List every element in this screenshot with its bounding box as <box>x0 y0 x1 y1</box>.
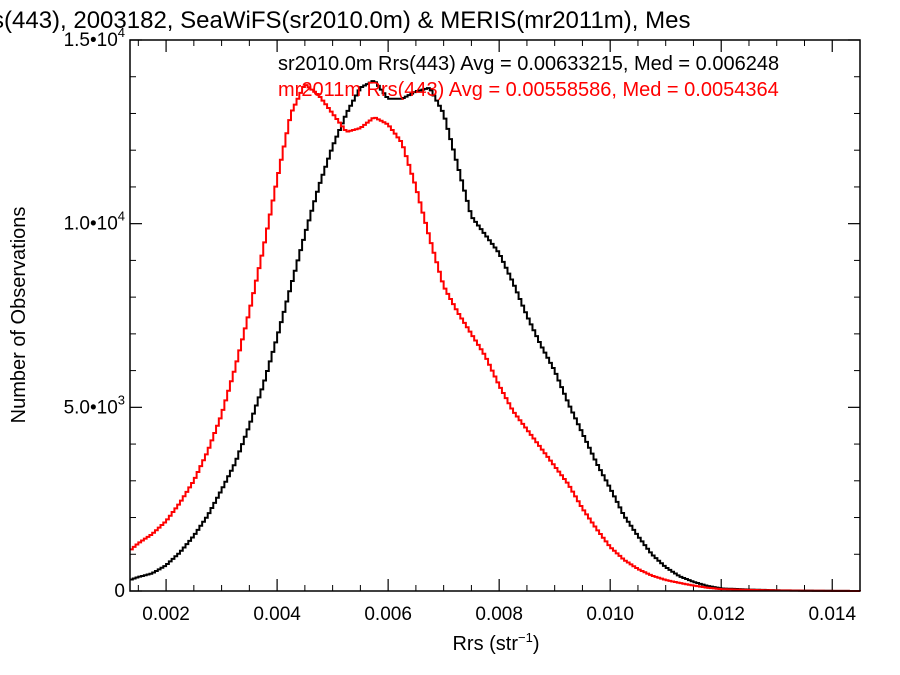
x-axis-label-text: Rrs (str <box>452 633 518 655</box>
series-line-mr2011m <box>130 84 861 592</box>
x-axis-label: Rrs (str−1) <box>452 630 539 655</box>
y-tick-label-2: 1.0•104 <box>64 209 125 235</box>
svg-text:Rrs (str−1): Rrs (str−1) <box>452 630 539 655</box>
y-tick-label-1: 5.0•103 <box>64 392 125 418</box>
y-tick-label-0: 0 <box>114 581 125 602</box>
x-ticks: 0.002 0.004 0.006 0.008 0.010 0.012 0.014 <box>137 40 856 625</box>
plot-frame <box>129 39 861 592</box>
x-tick-label-3: 0.008 <box>475 604 523 625</box>
x-tick-label-0: 0.002 <box>142 604 190 625</box>
x-tick-label-4: 0.010 <box>586 604 634 625</box>
x-tick-label-5: 0.012 <box>697 604 745 625</box>
x-tick-label-6: 0.014 <box>808 604 856 625</box>
series-line-sr2010.0m <box>130 80 861 592</box>
x-axis-label-superscript: −1 <box>518 630 533 645</box>
x-tick-label-2: 0.006 <box>364 604 412 625</box>
y-tick-label-3: 1.5•104 <box>64 25 125 51</box>
series-layer <box>130 80 861 592</box>
x-axis-label-close: ) <box>533 633 540 655</box>
legend-annotation-sr2010: sr2010.0m Rrs(443) Avg = 0.00633215, Med… <box>278 53 779 75</box>
y-axis-label: Number of Observations <box>8 207 30 424</box>
y-ticks: 0 5.0•103 1.0•104 1.5•104 <box>64 25 860 602</box>
chart-title: s(443), 2003182, SeaWiFS(sr2010.0m) & ME… <box>0 7 690 34</box>
legend-annotation-mr2011: mr2011m Rrs(443) Avg = 0.00558586, Med =… <box>278 79 779 101</box>
x-tick-label-1: 0.004 <box>253 604 301 625</box>
